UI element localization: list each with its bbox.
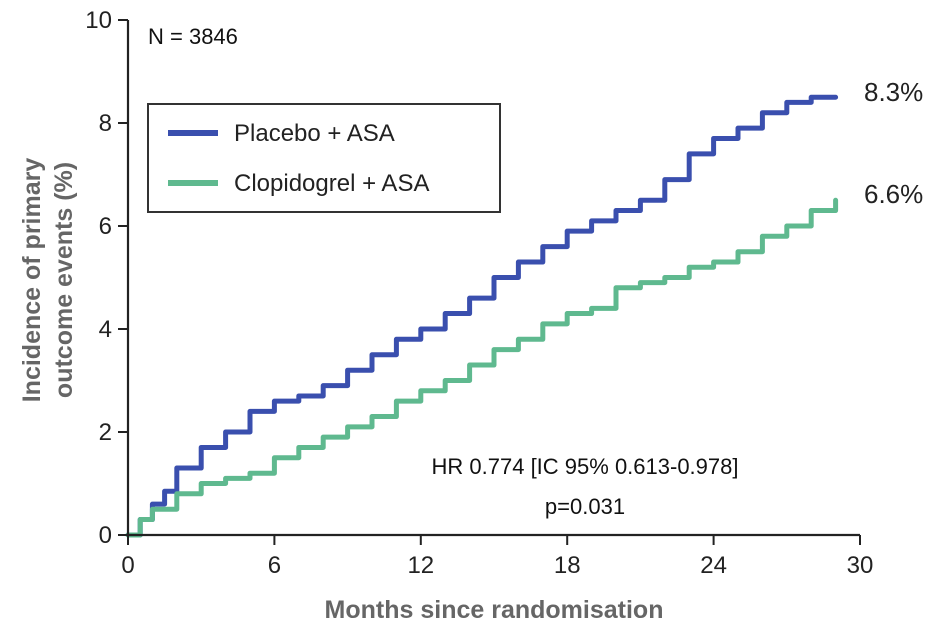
legend: Placebo + ASA Clopidogrel + ASA xyxy=(147,103,501,213)
n-annotation: N = 3846 xyxy=(148,24,238,49)
y-tick-label: 0 xyxy=(99,522,112,549)
p-value-annotation: p=0.031 xyxy=(545,494,625,519)
legend-label-placebo: Placebo + ASA xyxy=(234,120,395,147)
hr-box-bg xyxy=(335,446,795,530)
legend-box xyxy=(147,103,501,213)
y-ticks: 0 2 4 6 8 10 xyxy=(85,7,128,549)
x-tick-label: 30 xyxy=(847,552,874,579)
series-layer xyxy=(125,94,839,538)
x-tick-label: 24 xyxy=(700,552,727,579)
x-tick-label: 18 xyxy=(554,552,581,579)
y-axis-title-line1: Incidence of primary xyxy=(18,158,46,403)
x-tick-label: 0 xyxy=(121,552,134,579)
hr-annotation: HR 0.774 [IC 95% 0.613-0.978] xyxy=(432,454,739,479)
end-label-clopidogrel: 6.6% xyxy=(864,179,923,209)
series-line-clopidogrel xyxy=(125,197,839,538)
x-tick-label: 12 xyxy=(407,552,434,579)
y-axis-title-line2: outcome events (%) xyxy=(50,162,78,398)
y-tick-label: 10 xyxy=(85,7,112,34)
x-ticks: 0 6 12 18 24 30 xyxy=(121,535,873,579)
series-line-placebo xyxy=(125,94,839,538)
x-tick-label: 6 xyxy=(268,552,281,579)
y-tick-label: 8 xyxy=(99,110,112,137)
y-tick-label: 6 xyxy=(99,213,112,240)
x-axis-title: Months since randomisation xyxy=(325,596,664,624)
end-label-placebo: 8.3% xyxy=(864,77,923,107)
y-tick-label: 2 xyxy=(99,419,112,446)
legend-label-clopidogrel: Clopidogrel + ASA xyxy=(234,170,429,197)
y-tick-label: 4 xyxy=(99,316,112,343)
